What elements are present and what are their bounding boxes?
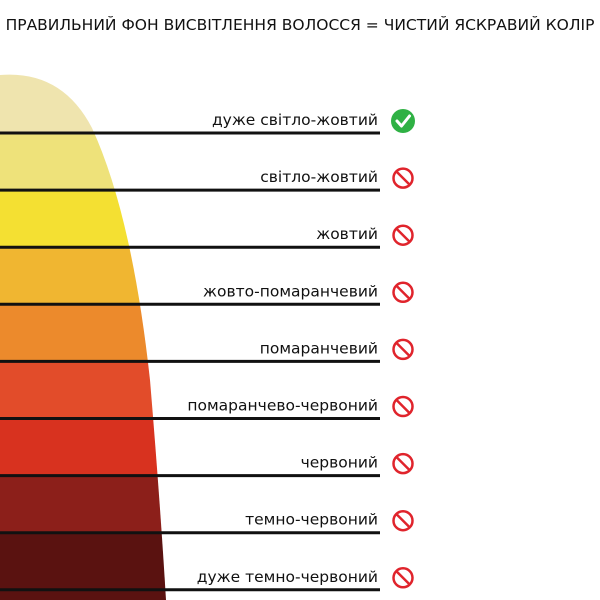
level-label: жовто-помаранчевий xyxy=(203,282,378,300)
prohibited-slash xyxy=(395,284,411,300)
levels: дуже світло-жовтий світло-жовтий жовтий жов… xyxy=(0,109,415,592)
prohibited-slash xyxy=(395,570,411,586)
level-label: жовтий xyxy=(316,225,378,243)
hair-band xyxy=(0,190,166,249)
title: ПРАВИЛЬНИЙ ФОН ВИСВІТЛЕННЯ ВОЛОССЯ = ЧИС… xyxy=(6,15,595,34)
check-icon xyxy=(391,109,415,133)
level-label: дуже темно-червоний xyxy=(197,568,378,586)
level-label: помаранчево-червоний xyxy=(187,397,378,415)
prohibited-slash xyxy=(395,456,411,472)
prohibited-icon xyxy=(392,167,414,189)
hair-band xyxy=(0,74,166,134)
level-label: темно-червоний xyxy=(245,511,378,529)
prohibited-icon xyxy=(392,567,414,589)
hair-swatch xyxy=(0,74,166,600)
hair-band xyxy=(0,304,166,363)
hair-band xyxy=(0,475,166,534)
level-label: помаранчевий xyxy=(260,339,378,357)
prohibited-icon xyxy=(392,509,414,532)
prohibited-icon xyxy=(392,224,414,246)
prohibited-icon xyxy=(392,338,414,361)
hair-band xyxy=(0,418,166,477)
level-label: червоний xyxy=(301,454,378,472)
prohibited-slash xyxy=(395,227,411,243)
hair-band xyxy=(0,247,166,306)
prohibited-slash xyxy=(395,398,411,415)
prohibited-slash xyxy=(395,513,411,529)
prohibited-icon xyxy=(392,395,414,418)
level-label: дуже світло-жовтий xyxy=(212,111,378,129)
level-label: світло-жовтий xyxy=(260,168,378,186)
prohibited-slash xyxy=(395,170,411,186)
check-mark xyxy=(395,114,411,128)
prohibited-slash xyxy=(395,341,411,357)
hair-band xyxy=(0,361,166,420)
hair-band xyxy=(0,133,166,192)
prohibited-icon xyxy=(392,281,414,304)
prohibited-icon xyxy=(392,452,414,475)
